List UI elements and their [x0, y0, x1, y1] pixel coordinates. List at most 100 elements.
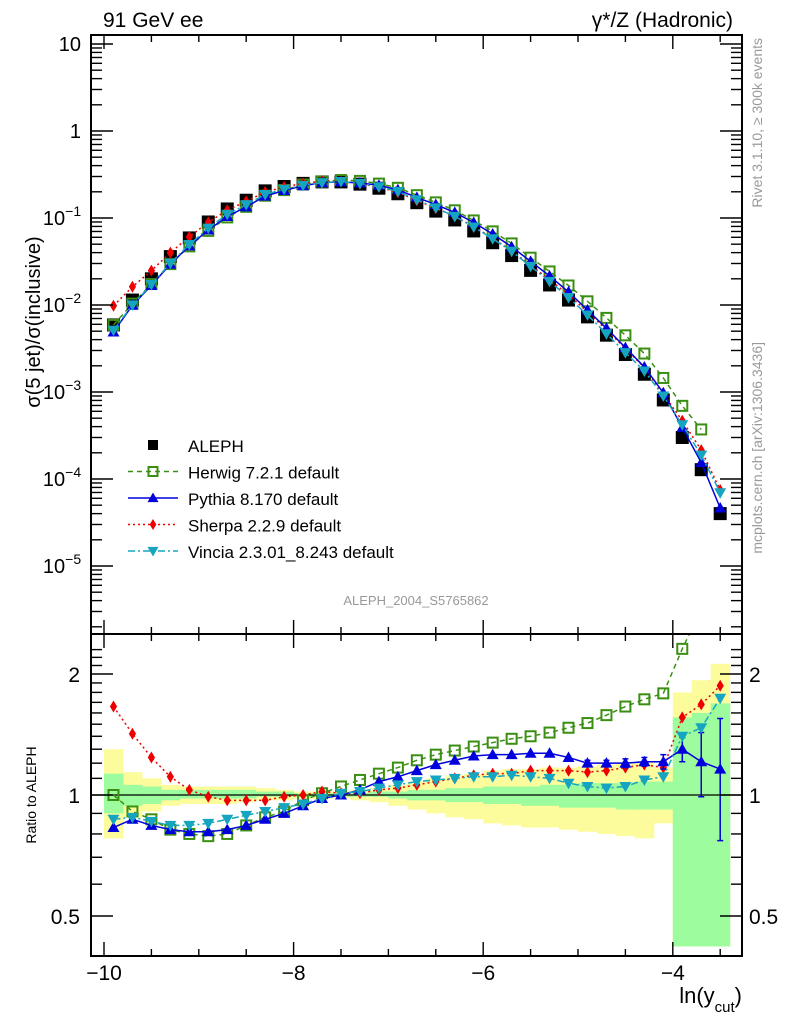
sherpa-ratio-point	[261, 794, 269, 807]
pythia-ratio-point	[676, 743, 689, 754]
vincia-main-point	[676, 420, 689, 431]
vincia-main-point	[486, 234, 499, 245]
vincia-main-point	[316, 178, 329, 189]
x-axis-label-close: )	[735, 983, 742, 1008]
sherpa-main-point	[166, 246, 174, 259]
y-tick-exponent: −4	[65, 464, 81, 480]
band-inner-bin	[217, 789, 238, 799]
y-tick-label-main: 1	[70, 121, 81, 143]
vincia-main-point	[524, 261, 537, 273]
sherpa-ratio-point	[109, 700, 118, 713]
vincia-main-point	[297, 180, 310, 192]
vincia-ratio-line	[113, 697, 721, 827]
vincia-ratio-point	[657, 772, 670, 783]
vincia-main-point	[714, 488, 727, 499]
vincia-main-point	[202, 223, 215, 235]
title-left: 91 GeV ee	[103, 9, 203, 32]
ratio-plot-marks	[107, 635, 727, 843]
pythia-main-point	[714, 502, 727, 513]
vincia-main-point	[543, 276, 556, 288]
sherpa-ratio-point	[318, 785, 326, 798]
legend-item: Sherpa 2.2.9 default	[128, 517, 341, 536]
x-axis-label-main: ln(y	[679, 983, 714, 1008]
y-tick-exponent: −1	[65, 203, 81, 219]
legend-marker	[149, 519, 157, 530]
y-tick-label-ratio-left: 0.5	[51, 906, 80, 929]
sherpa-ratio-point	[223, 794, 231, 807]
vincia-ratio-point	[259, 806, 272, 818]
pythia-ratio-point	[467, 750, 480, 761]
band-inner-bin	[521, 786, 541, 806]
vincia-ratio-point	[107, 814, 120, 826]
sherpa-ratio-point	[583, 766, 592, 779]
herwig-ratio-line	[112, 635, 690, 837]
sherpa-ratio-point	[185, 783, 193, 796]
band-inner-bin	[255, 791, 276, 797]
rivet-label: Rivet 3.1.10, ≥ 300k events	[749, 38, 765, 208]
pythia-ratio-point	[410, 764, 423, 776]
vincia-main-point	[259, 189, 272, 201]
vincia-main-point	[638, 366, 651, 377]
y-tick-label-main: 10−5	[43, 551, 81, 578]
herwig-ratio-point	[505, 732, 518, 745]
vincia-main-point	[353, 178, 366, 190]
pythia-ratio-point	[524, 747, 537, 758]
pythia-ratio-point	[391, 770, 404, 782]
herwig-main-point	[695, 423, 708, 436]
pythia-ratio-point	[372, 775, 385, 787]
y-tick-label-ratio-left: 1	[68, 785, 80, 808]
vincia-ratio-point	[448, 773, 461, 785]
legend-marker	[147, 546, 159, 557]
axis-tick-labels: 10 1 10−1 10−2 10−3 10−4 10−5 2 2 1 1 0.5 0.5 −10 −8 −6…	[43, 34, 778, 985]
legend-marker	[147, 466, 159, 477]
pythia-ratio-point	[448, 754, 461, 765]
vincia-ratio-point	[164, 820, 177, 832]
pythia-main-point	[695, 456, 708, 467]
legend-item: Vincia 2.3.01_8.243 default	[128, 543, 394, 562]
vincia-main-point	[278, 184, 291, 196]
pythia-ratio-point	[657, 755, 670, 767]
vincia-ratio-point	[638, 775, 651, 786]
legend: ALEPH Herwig 7.2.1 default Pythia 8.170 de…	[128, 437, 394, 562]
vincia-ratio-point	[278, 803, 291, 814]
analysis-watermark: ALEPH_2004_S5765862	[343, 593, 488, 608]
vincia-ratio-point	[695, 723, 708, 734]
sherpa-ratio-point	[280, 790, 288, 803]
herwig-main-point	[676, 399, 689, 412]
vincia-main-point	[183, 240, 196, 251]
sherpa-main-point	[147, 264, 155, 277]
sherpa-main-point	[185, 230, 193, 243]
herwig-ratio-point	[581, 717, 594, 730]
y-tick-exponent: −2	[65, 290, 81, 306]
legend-item: Herwig 7.2.1 default	[128, 464, 339, 483]
x-tick-label: −4	[661, 962, 685, 985]
vincia-ratio-point	[391, 780, 404, 791]
main-plot-marks	[106, 174, 727, 521]
vincia-ratio-point	[353, 787, 366, 798]
pythia-ratio-point	[695, 755, 708, 767]
pythia-ratio-point	[259, 813, 272, 824]
herwig-ratio-point	[619, 700, 632, 713]
pythia-ratio-point	[107, 821, 120, 833]
vincia-ratio-point	[183, 820, 196, 832]
herwig-main-point	[657, 371, 670, 384]
legend-marker	[148, 440, 158, 450]
vincia-main-point	[581, 310, 594, 322]
pythia-ratio-point	[429, 758, 442, 770]
vincia-ratio-point	[505, 770, 518, 782]
sherpa-ratio-point	[564, 764, 573, 777]
sherpa-ratio-point	[166, 770, 174, 783]
legend-marker	[147, 492, 159, 503]
vincia-main-point	[145, 280, 158, 291]
sherpa-ratio-point	[545, 764, 554, 777]
axis-ticks	[91, 35, 742, 956]
legend-label: Herwig 7.2.1 default	[188, 464, 339, 483]
band-inner-bin	[103, 773, 124, 814]
sherpa-ratio-point	[204, 790, 212, 803]
pythia-ratio-point	[562, 751, 575, 762]
pythia-ratio-point	[202, 825, 215, 837]
legend-label: Sherpa 2.2.9 default	[188, 517, 341, 536]
pythia-ratio-point	[619, 757, 632, 768]
vincia-ratio-point	[372, 783, 385, 795]
